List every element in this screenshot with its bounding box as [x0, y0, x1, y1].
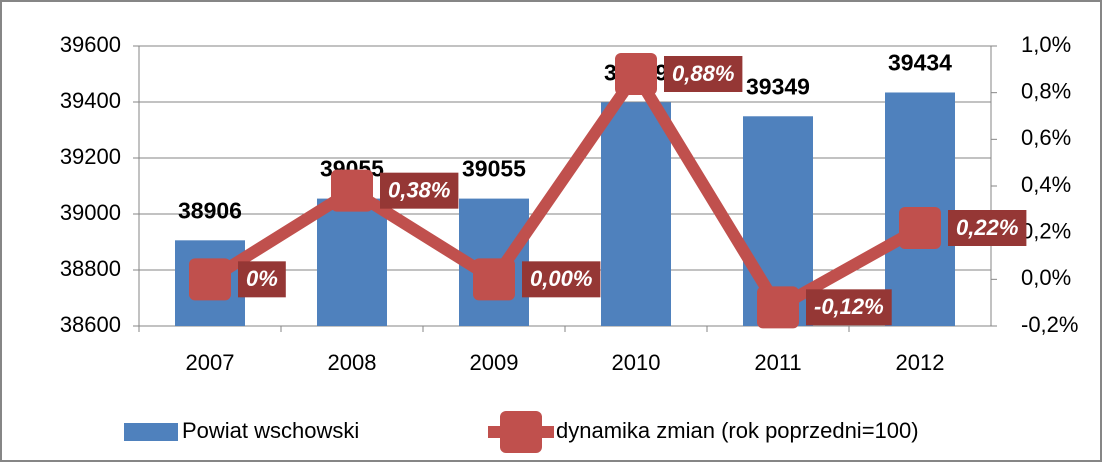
bar — [317, 198, 387, 326]
line-value-label: -0,12% — [814, 294, 884, 319]
y-tick-label: 39400 — [60, 88, 121, 113]
label-box — [522, 261, 601, 298]
line-value-label: 0,00% — [530, 266, 592, 291]
y2-tick-label: 0,0% — [1021, 265, 1071, 290]
y2-tick-label: 0,2% — [1021, 218, 1071, 243]
label-box — [664, 56, 743, 92]
label-box — [238, 261, 286, 298]
y-tick-label: 39600 — [60, 32, 121, 57]
line-marker — [473, 258, 515, 301]
line-value-label: 0,38% — [388, 177, 450, 202]
bar-value-label: 38906 — [178, 197, 242, 223]
y-tick-label: 38600 — [60, 312, 121, 337]
x-tick-label: 2007 — [186, 350, 235, 375]
x-tick-label: 2009 — [470, 350, 519, 375]
y2-tick-label: 0,6% — [1021, 125, 1071, 150]
line-marker — [899, 207, 941, 249]
x-tick-label: 2011 — [754, 350, 801, 375]
y2-tick-label: 1,0% — [1021, 32, 1071, 57]
y2-tick-label: 0,4% — [1021, 172, 1071, 197]
legend-marker — [500, 411, 542, 453]
line-value-label: 0,22% — [956, 215, 1018, 240]
label-box — [948, 210, 1027, 246]
legend-label: Powiat wschowski — [182, 418, 359, 443]
line-marker — [189, 258, 231, 301]
line-marker — [331, 169, 373, 212]
x-tick-label: 2010 — [612, 350, 661, 375]
legend-swatch — [124, 423, 178, 441]
line-marker — [615, 53, 657, 95]
label-box — [806, 289, 892, 326]
line-value-label: 0,88% — [672, 61, 734, 86]
y2-tick-label: -0,2% — [1021, 312, 1078, 337]
bar-value-label: 39055 — [462, 156, 526, 182]
y-tick-label: 39200 — [60, 144, 121, 169]
line-value-label: 0% — [246, 266, 278, 291]
y2-tick-label: 0,8% — [1021, 78, 1071, 103]
x-tick-label: 2012 — [896, 350, 945, 375]
label-box — [380, 172, 459, 209]
y-tick-label: 38800 — [60, 256, 121, 281]
legend-label: dynamika zmian (rok poprzedni=100) — [556, 418, 919, 443]
bar — [601, 102, 671, 326]
y-tick-label: 39000 — [60, 200, 121, 225]
x-tick-label: 2008 — [328, 350, 377, 375]
line-marker — [757, 286, 799, 329]
line — [206, 68, 923, 314]
bar-value-label: 39434 — [888, 50, 952, 76]
bar-value-label: 39349 — [746, 73, 810, 99]
